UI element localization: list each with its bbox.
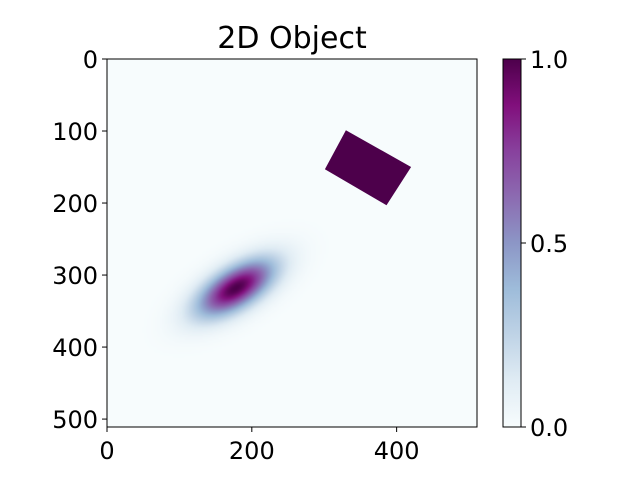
y-tick-label: 0 — [83, 46, 98, 74]
y-axis: 0 100 200 300 400 500 — [52, 46, 107, 434]
colorbar-ticks: 0.0 0.5 1.0 — [521, 46, 568, 442]
x-tick-label: 400 — [374, 437, 420, 465]
y-tick-label: 400 — [52, 334, 98, 362]
y-tick-label: 300 — [52, 262, 98, 290]
chart-title: 2D Object — [217, 21, 367, 56]
colorbar-tick-label: 0.0 — [530, 414, 568, 442]
y-tick-label: 100 — [52, 118, 98, 146]
x-tick-label: 200 — [229, 437, 275, 465]
plot-area — [106, 58, 478, 428]
rectangle-object — [324, 130, 412, 206]
colorbar: 0.0 0.5 1.0 — [502, 46, 568, 442]
heatmap-image — [107, 59, 477, 427]
x-tick-label: 0 — [99, 437, 114, 465]
colorbar-tick-label: 0.5 — [530, 230, 568, 258]
colorbar-tick-label: 1.0 — [530, 46, 568, 74]
y-tick-label: 500 — [52, 406, 98, 434]
x-axis: 0 200 400 — [99, 427, 420, 465]
colorbar-gradient — [503, 59, 521, 427]
y-tick-label: 200 — [52, 190, 98, 218]
plot-frame — [106, 58, 478, 428]
